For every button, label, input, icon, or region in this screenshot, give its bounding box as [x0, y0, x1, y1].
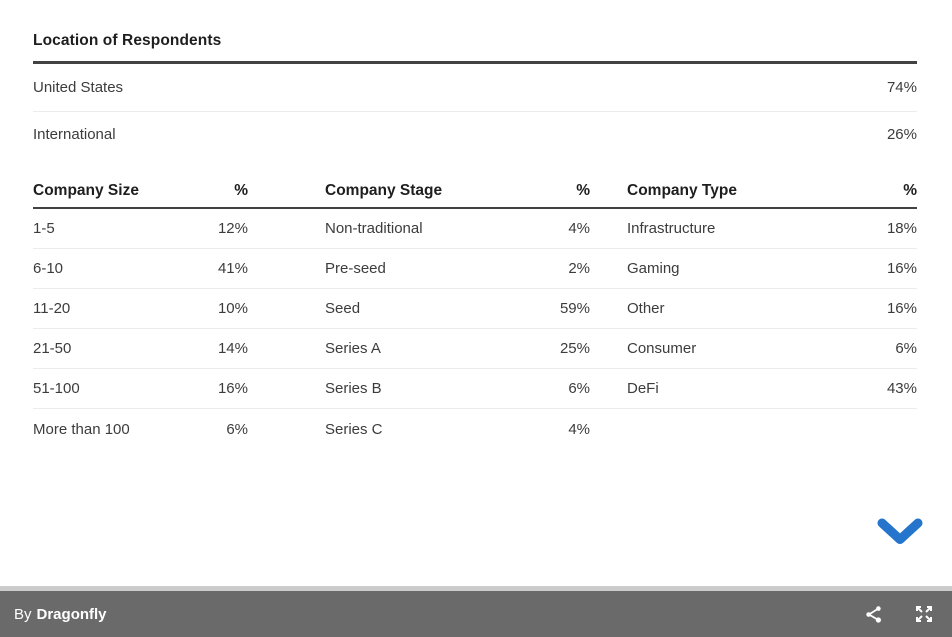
column-header-company-stage: Company Stage: [325, 182, 443, 199]
table-cell-label: Consumer: [627, 340, 697, 357]
table-row: United States 74%: [33, 64, 917, 112]
table-cell-value: 26%: [886, 125, 917, 143]
table-cell-label: DeFi: [627, 380, 659, 397]
table-row: More than 100 6% Series C 4%: [33, 409, 917, 449]
table-cell-label: 51-100: [33, 380, 80, 397]
table-cell-value: 16%: [886, 260, 917, 277]
share-icon: [864, 604, 884, 624]
table-cell-value: 18%: [886, 220, 917, 237]
table-cell-label: International: [33, 125, 116, 143]
fullscreen-icon: [914, 604, 934, 624]
table-cell-value: 16%: [217, 380, 248, 397]
table-cell-value: 6%: [568, 380, 590, 397]
table-cell-label: Gaming: [627, 260, 680, 277]
attribution-footer: By Dragonfly: [0, 586, 952, 637]
table-row: 21-50 14% Series A 25% Consumer 6%: [33, 329, 917, 369]
share-button[interactable]: [862, 602, 886, 626]
attribution-bar: By Dragonfly: [0, 591, 952, 637]
table-cell-label: Pre-seed: [325, 260, 386, 277]
column-header-percent: %: [576, 182, 590, 199]
table-cell-value: 6%: [226, 420, 248, 438]
table-cell-label: United States: [33, 79, 124, 96]
byline-prefix: By: [14, 605, 32, 623]
footer-divider-strip: [0, 586, 952, 591]
table-cell-value: 74%: [886, 79, 917, 96]
table-row: 1-5 12% Non-traditional 4% Infrastructur…: [33, 209, 917, 249]
table-cell-value: 2%: [568, 260, 590, 277]
table-cell-label: 6-10: [33, 260, 64, 277]
table-cell-value: 6%: [895, 340, 917, 357]
table-cell-value: 41%: [217, 260, 248, 277]
table-cell-label: Other: [627, 300, 665, 317]
chevron-down-icon: [877, 518, 923, 546]
table-cell-value: 12%: [217, 220, 248, 237]
location-table-title: Location of Respondents: [33, 32, 917, 64]
column-header-percent: %: [903, 182, 917, 199]
table-cell-label: 1-5: [33, 220, 55, 237]
table-cell-label: Non-traditional: [325, 220, 423, 237]
column-header-percent: %: [234, 182, 248, 199]
table-cell-label: Infrastructure: [627, 220, 716, 237]
table-cell-value: 59%: [559, 300, 590, 317]
table-cell-label: 11-20: [33, 300, 71, 317]
table-row: International 26%: [33, 112, 917, 156]
table-row: 11-20 10% Seed 59% Other 16%: [33, 289, 917, 329]
table-cell-label: More than 100: [33, 420, 130, 438]
table-cell-label: Series B: [325, 380, 382, 397]
table-cell-value: 14%: [217, 340, 248, 357]
table-cell-value: 16%: [886, 300, 917, 317]
byline-link[interactable]: By Dragonfly: [14, 606, 107, 623]
table-cell-value: 10%: [217, 300, 248, 317]
table-cell-label: Series C: [325, 420, 383, 438]
table-cell-value: 4%: [568, 220, 590, 237]
brand-name: Dragonfly: [36, 605, 107, 623]
column-header-company-type: Company Type: [627, 182, 737, 199]
table-row: 6-10 41% Pre-seed 2% Gaming 16%: [33, 249, 917, 289]
expand-chevron-button[interactable]: [876, 517, 924, 547]
table-visualization: Location of Respondents United States 74…: [0, 32, 952, 449]
table-row: 51-100 16% Series B 6% DeFi 43%: [33, 369, 917, 409]
table-cell-label: 21-50: [33, 340, 72, 357]
column-header-company-size: Company Size: [33, 182, 139, 199]
table-cell-label: Series A: [325, 340, 381, 357]
fullscreen-button[interactable]: [912, 602, 936, 626]
table-cell-value: 25%: [559, 340, 590, 357]
table-cell-value: 4%: [568, 420, 590, 438]
table-cell-value: 43%: [886, 380, 917, 397]
table-cell-label: Seed: [325, 300, 361, 317]
table-header-row: Company Size % Company Stage % Company T…: [33, 182, 917, 209]
